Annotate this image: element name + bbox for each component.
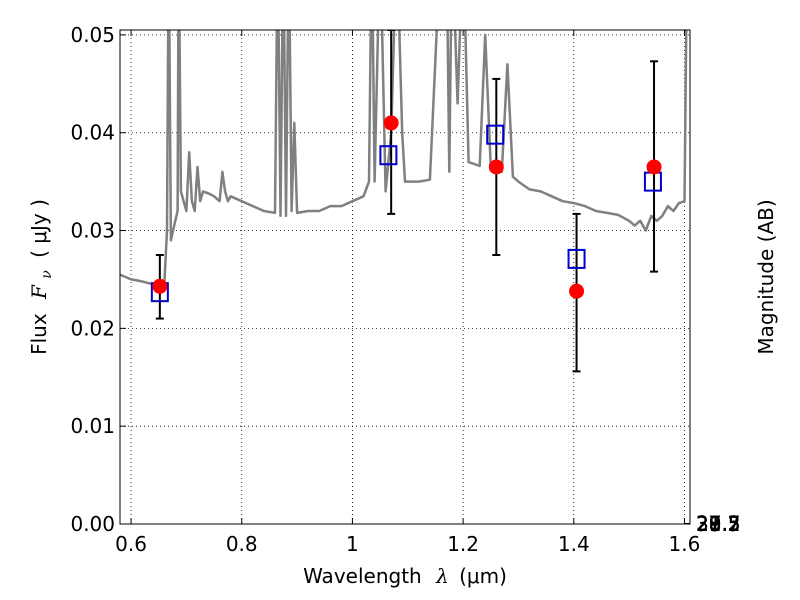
spectrum-line: [120, 30, 688, 286]
model-point: [567, 248, 586, 269]
model-point: [379, 145, 398, 166]
y2-tick-label: 31: [696, 512, 721, 536]
model-point: [486, 124, 505, 145]
observed-point: [646, 159, 662, 175]
observed-point: [488, 159, 504, 175]
y-tick-label: 0.04: [70, 121, 115, 145]
y-tick-label: 0.01: [70, 414, 115, 438]
y-tick-label: 0.05: [70, 23, 115, 47]
y2-tick-label: 28: [696, 512, 721, 536]
y2-tick-label: 30: [696, 512, 721, 536]
y-tick-label: 0.03: [70, 219, 115, 243]
y-axis: 0.00 0.01 0.02 0.03 0.04 0.05: [70, 23, 126, 536]
x-axis-title-prefix: Wavelength: [303, 564, 422, 588]
x-tick-label: 1: [346, 532, 359, 556]
y2-tick-label: 29: [696, 512, 721, 536]
spectrum-series: [120, 30, 688, 286]
y-tick-label: 0.00: [70, 512, 115, 536]
y2-axis-title: Magnitude (AB): [754, 199, 778, 354]
x-axis-title: Wavelength λ (μm): [303, 564, 507, 588]
grid: [120, 30, 690, 524]
y2-tick-label: 29.5: [696, 512, 741, 536]
y-axis-title: Flux F ν ( μJy ): [27, 199, 56, 355]
model-point: [643, 171, 662, 192]
plot-frame: [119, 29, 691, 525]
y-axis-title-subscript: ν: [39, 270, 55, 279]
observed-point: [152, 278, 168, 294]
data-markers: [150, 115, 662, 303]
y2-tick-label: 28.2: [696, 512, 741, 536]
x-tick-label: 0.8: [226, 532, 258, 556]
error-bars: [155, 30, 659, 373]
y2-tick-label: 27.3: [696, 512, 741, 536]
y-tick-label: 0.02: [70, 316, 115, 340]
x-tick-label: 1.4: [558, 532, 590, 556]
x-axis-title-symbol: λ: [435, 564, 449, 588]
observed-point: [383, 115, 399, 131]
y-axis-title-symbol: F: [27, 284, 51, 300]
x-axis-title-unit: (μm): [459, 564, 507, 588]
observed-point: [569, 283, 585, 299]
y-axis-title-prefix: Flux: [27, 313, 51, 355]
y2-tick-label: 28.5: [696, 512, 741, 536]
x-tick-label: 0.6: [115, 532, 147, 556]
y2-tick-label: 27.5: [696, 512, 741, 536]
y-axis-title-unit: ( μJy ): [27, 199, 51, 258]
x-tick-label: 1.6: [669, 532, 701, 556]
x-tick-label: 1.2: [447, 532, 479, 556]
x-axis: 0.6 0.8 1 1.2 1.4 1.6: [115, 30, 700, 556]
y2-tick-label: 27.7: [696, 512, 741, 536]
y2-tick-label: 27.2: [696, 512, 741, 536]
